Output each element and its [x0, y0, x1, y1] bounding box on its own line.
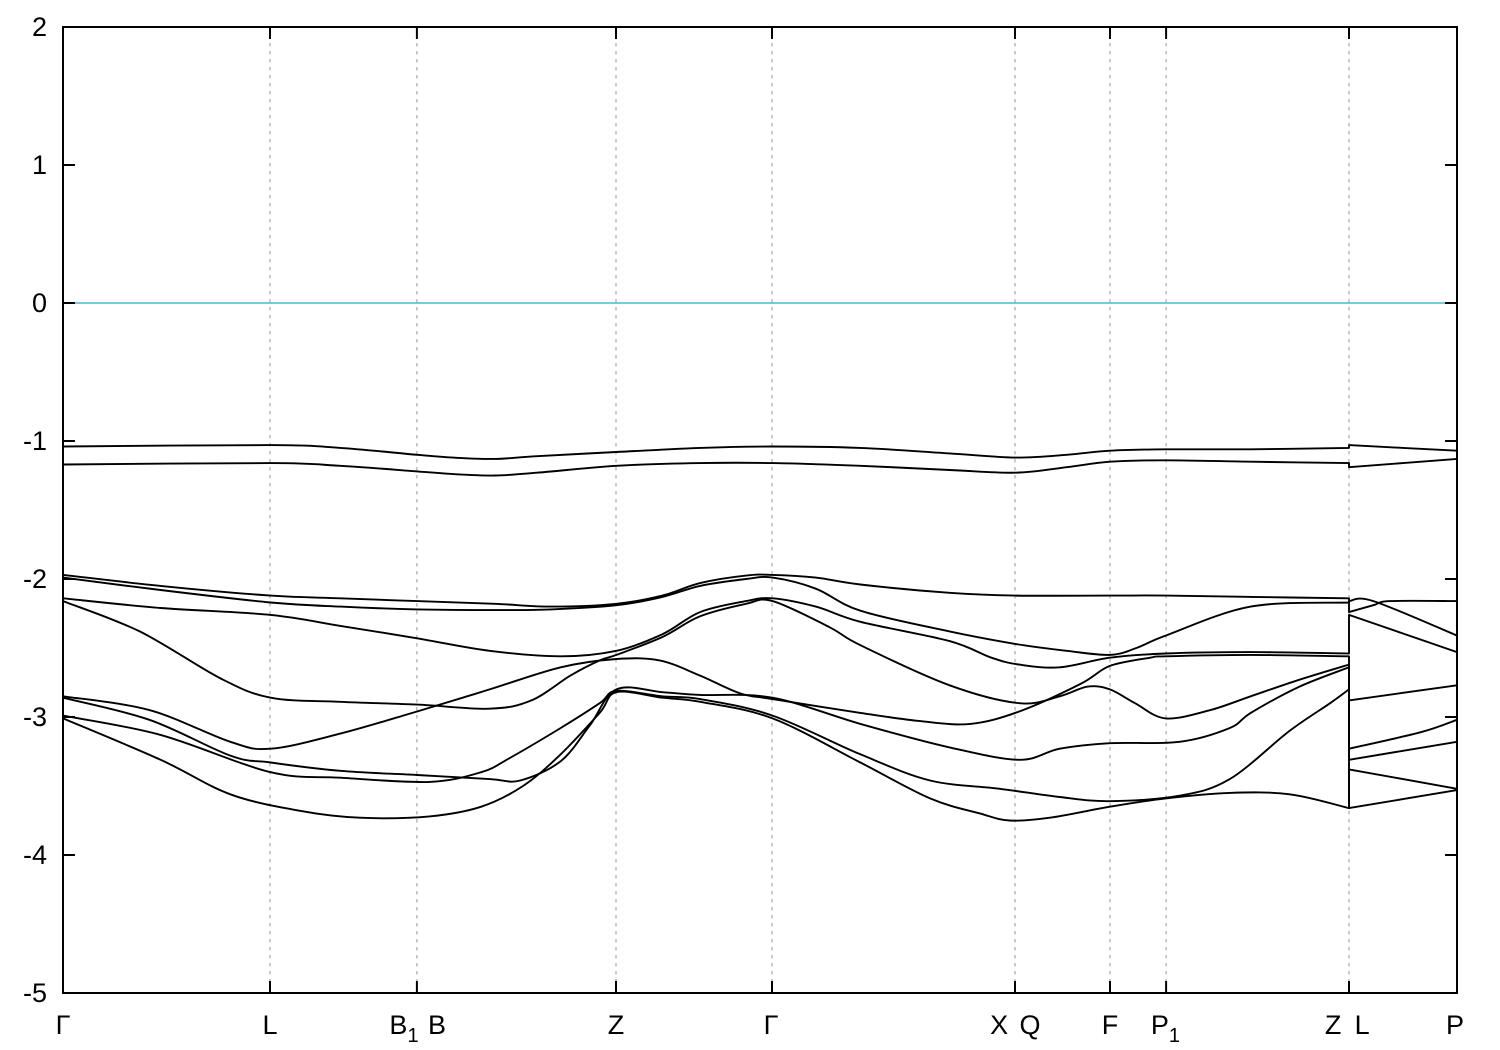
- x-axis-label: Q: [1019, 1010, 1040, 1040]
- x-axis-label: B: [428, 1010, 446, 1040]
- x-axis-label: X: [990, 1010, 1008, 1040]
- band-path-band-2: [62, 575, 1458, 656]
- y-axis-label: -2: [23, 564, 47, 594]
- y-axis-label: -3: [23, 702, 47, 732]
- band-path-band-6: [62, 666, 1458, 783]
- y-axis-label: -5: [23, 978, 47, 1008]
- x-axis-label: Z: [608, 1010, 625, 1040]
- x-axis-label: Γ: [764, 1010, 779, 1040]
- x-axis-label: P: [1446, 1010, 1464, 1040]
- band-path-band-flat-lower: [62, 457, 1458, 477]
- x-axis-label: Γ: [56, 1010, 71, 1040]
- x-axis-label: L: [262, 1010, 277, 1040]
- band-path-band-1: [62, 573, 1458, 614]
- x-axis-label: L: [1355, 1010, 1370, 1040]
- y-axis-label: -1: [23, 426, 47, 456]
- band-path-band-5: [62, 653, 1458, 751]
- band-path-band-7: [62, 688, 1458, 810]
- band-path-band-8: [62, 690, 1458, 822]
- y-axis-label: 0: [32, 288, 47, 318]
- plot-border: [62, 26, 1458, 994]
- y-axis-label: 1: [32, 150, 47, 180]
- x-axis-label: F: [1102, 1010, 1119, 1040]
- band-path-band-4: [62, 598, 1458, 720]
- band-path-band-3: [62, 597, 1458, 669]
- y-axis-label: -4: [23, 840, 47, 870]
- x-axis-label: Z: [1325, 1010, 1342, 1040]
- band-path-band-flat-upper: [62, 444, 1458, 460]
- y-axis-label: 2: [32, 12, 47, 42]
